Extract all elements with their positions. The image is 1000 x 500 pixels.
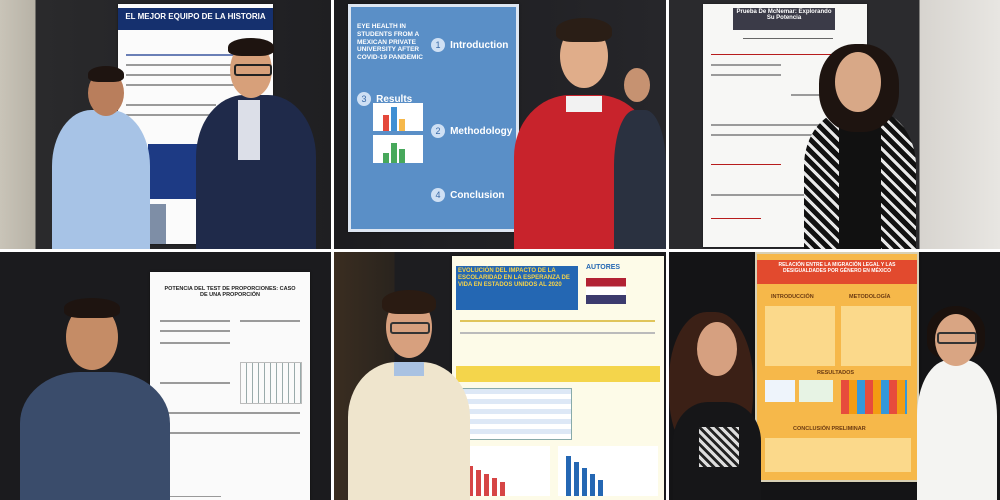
results-chart-1	[373, 103, 423, 131]
photo-panel-5: EVOLUCIÓN DEL IMPACTO DE LA ESCOLARIDAD …	[334, 252, 666, 500]
photo-panel-4: POTENCIA DEL TEST DE PROPORCIONES: CASO …	[0, 252, 331, 500]
photo-panel-3: Prueba De McNemar: Explorando Su Potenci…	[669, 0, 1000, 249]
results-chart-2	[373, 135, 423, 163]
section-introduction: 1 Introduction	[431, 33, 508, 52]
section-metodologia: METODOLOGÍA	[849, 294, 891, 300]
section-resultados: RESULTADOS	[817, 370, 855, 376]
poster-title-box	[733, 8, 835, 30]
results-chart-2	[799, 380, 833, 402]
section-methodology: 2 Methodology	[431, 119, 512, 138]
poster-title: RELACIÓN ENTRE LA MIGRACIÓN LEGAL Y LAS …	[778, 262, 896, 274]
poster-title: EVOLUCIÓN DEL IMPACTO DE LA ESCOLARIDAD …	[458, 268, 570, 289]
gutter-h	[0, 249, 1000, 252]
section-introduccion: INTRODUCCIÓN	[771, 294, 814, 300]
conclusion-text-box	[765, 438, 911, 472]
poster-proportions-test: POTENCIA DEL TEST DE PROPORCIONES: CASO …	[150, 272, 310, 500]
poster-plot	[240, 362, 302, 404]
method-text-box	[841, 306, 911, 366]
poster-title: EL MEJOR EQUIPO DE LA HISTORIA	[125, 12, 266, 21]
photo-panel-2: EYE HEALTH IN STUDENTS FROM A MEXICAN PR…	[334, 0, 666, 249]
poster-title-bar	[118, 8, 273, 30]
flag-image	[586, 278, 626, 304]
photo-panel-6: RELACIÓN ENTRE LA MIGRACIÓN LEGAL Y LAS …	[669, 252, 1000, 500]
section-results: 3 Results	[357, 87, 412, 106]
section-conclusion: CONCLUSIÓN PRELIMINAR	[793, 426, 866, 432]
poster-chart-right	[558, 446, 658, 496]
poster-title: POTENCIA DEL TEST DE PROPORCIONES: CASO …	[164, 286, 296, 298]
poster-title-box	[456, 266, 578, 310]
poster-title: EYE HEALTH IN STUDENTS FROM A MEXICAN PR…	[357, 23, 423, 62]
poster-title-bar	[757, 260, 917, 284]
poster-life-expectancy: EVOLUCIÓN DEL IMPACTO DE LA ESCOLARIDAD …	[452, 256, 664, 500]
intro-text-box	[765, 306, 835, 366]
poster-migration: RELACIÓN ENTRE LA MIGRACIÓN LEGAL Y LAS …	[755, 252, 919, 482]
poster-eye-health: EYE HEALTH IN STUDENTS FROM A MEXICAN PR…	[348, 4, 519, 232]
poster-table	[460, 388, 572, 440]
results-heatmap	[841, 380, 907, 414]
section-conclusion: 4 Conclusion	[431, 183, 505, 202]
photo-panel-1: EL MEJOR EQUIPO DE LA HISTORIA	[0, 0, 331, 249]
poster-title: Prueba De McNemar: Explorando Su Potenci…	[736, 9, 832, 21]
authors-label: AUTORES	[586, 264, 621, 271]
poster-chart-left	[460, 446, 550, 496]
poster-yellow-band	[456, 366, 660, 382]
results-chart	[765, 380, 795, 402]
